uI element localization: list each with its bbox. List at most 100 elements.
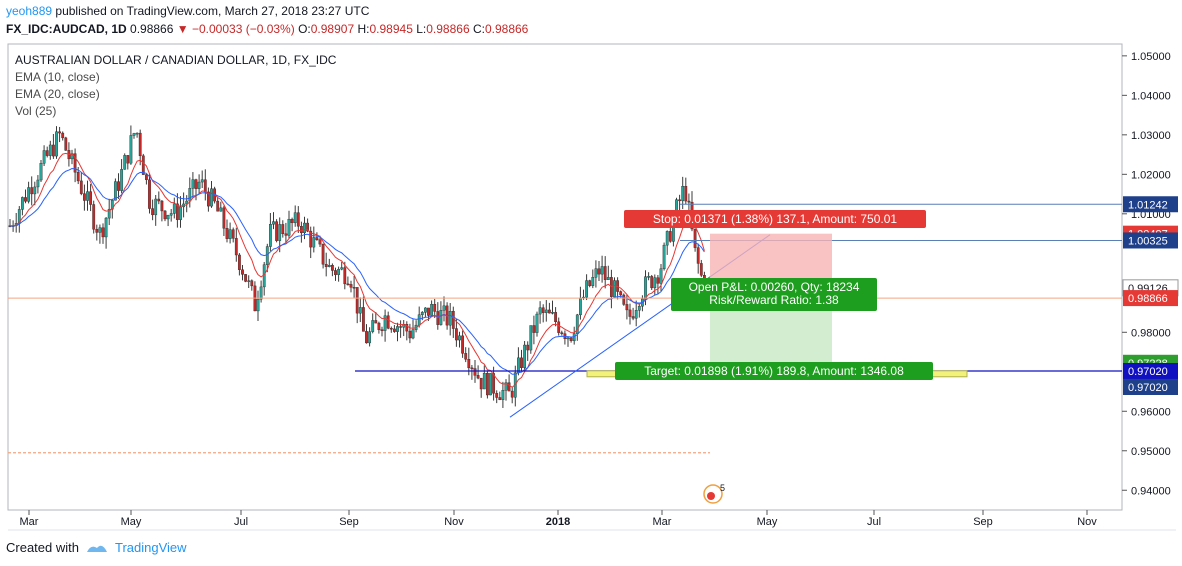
- candle-body: [569, 337, 573, 341]
- candle-body: [61, 132, 65, 139]
- candle-body: [504, 382, 508, 391]
- candle-body: [36, 179, 40, 188]
- x-tick-label: 2018: [546, 516, 570, 528]
- candle-body: [48, 144, 52, 156]
- candle-body: [42, 150, 46, 164]
- candle-body: [470, 367, 474, 370]
- candle-body: [309, 230, 313, 248]
- candle-body: [389, 328, 393, 330]
- candle-body: [206, 191, 210, 207]
- ema10-legend[interactable]: EMA (10, close): [15, 70, 100, 84]
- candle-body: [486, 373, 489, 396]
- candle-body: [92, 204, 96, 230]
- candle-body: [70, 153, 74, 160]
- candle-body: [175, 203, 179, 220]
- candle-body: [27, 187, 30, 202]
- low-label: L:: [416, 22, 427, 36]
- candle-body: [393, 328, 396, 332]
- stop-label: Stop: 0.01371 (1.38%) 137.1, Amount: 750…: [653, 212, 898, 226]
- candle-body: [575, 314, 579, 334]
- candle-body: [129, 135, 133, 164]
- candle-body: [362, 307, 365, 332]
- candle-body: [439, 310, 443, 325]
- candle-body: [461, 335, 464, 354]
- candle-body: [368, 331, 371, 344]
- candle-body: [619, 291, 623, 296]
- candle-body: [386, 315, 390, 329]
- candle-body: [383, 315, 387, 331]
- y-tick-label: 0.98000: [1131, 327, 1171, 339]
- event-count: 5: [720, 483, 725, 493]
- candle-body: [541, 307, 545, 313]
- candle-body: [538, 307, 542, 315]
- candle-body: [337, 268, 340, 275]
- candle-body: [420, 312, 424, 315]
- candle-body: [535, 313, 539, 333]
- candle-body: [495, 393, 499, 398]
- candle-body: [659, 268, 663, 284]
- symbol-label: FX_IDC:AUDCAD, 1D: [6, 22, 127, 36]
- long-position-tool[interactable]: Stop: 0.01371 (1.38%) 137.1, Amount: 750…: [586, 210, 968, 380]
- low-value: 0.98866: [426, 22, 470, 36]
- candle-body: [371, 320, 375, 332]
- x-tick-label: Mar: [20, 516, 39, 528]
- x-tick-label: Nov: [1077, 516, 1097, 528]
- candle-body: [327, 265, 331, 267]
- author-link[interactable]: yeoh889: [6, 4, 53, 18]
- candle-body: [352, 287, 356, 289]
- candle-body: [520, 357, 523, 368]
- tradingview-link[interactable]: TradingView: [114, 540, 187, 555]
- candle-body: [464, 353, 468, 360]
- candle-body: [278, 224, 282, 241]
- candle-body: [86, 191, 89, 201]
- candle-body: [442, 305, 446, 311]
- rr-label: Risk/Reward Ratio: 1.38: [709, 293, 839, 307]
- candle-body: [222, 207, 226, 229]
- open-label: O:: [298, 22, 311, 36]
- candle-body: [272, 221, 275, 225]
- candle-body: [231, 229, 235, 239]
- candle-body: [355, 287, 359, 314]
- candle-body: [455, 328, 458, 341]
- candle-body: [579, 297, 582, 316]
- candle-body: [185, 200, 189, 205]
- candle-body: [551, 312, 554, 314]
- candle-body: [374, 320, 378, 324]
- time-axis[interactable]: Mar May Jul Sep Nov 2018 Mar May Jul Sep Nov: [20, 510, 1098, 528]
- candle-body: [269, 224, 272, 247]
- candle-body: [107, 208, 111, 219]
- y-tick-label: 0.96000: [1131, 406, 1171, 418]
- candle-body: [58, 131, 62, 134]
- candle-body: [334, 270, 337, 275]
- candle-body: [30, 187, 34, 195]
- candle-body: [517, 357, 520, 373]
- candle-body: [237, 254, 241, 270]
- close-label: C:: [472, 22, 485, 36]
- candle-body: [73, 153, 77, 173]
- candle-body: [668, 231, 672, 242]
- candle-body: [101, 227, 105, 238]
- candle-body: [241, 269, 244, 275]
- candle-body: [157, 198, 161, 202]
- volume-legend[interactable]: Vol (25): [15, 104, 57, 118]
- target-label-box[interactable]: [615, 362, 933, 380]
- candle-body: [656, 277, 660, 284]
- pnl-box[interactable]: [671, 278, 877, 311]
- candle-body: [113, 181, 117, 201]
- candle-body: [250, 280, 254, 287]
- candle-body: [600, 266, 604, 275]
- candle-body: [489, 373, 492, 396]
- candle-body: [300, 226, 303, 234]
- candle-body: [179, 206, 182, 220]
- price-axis[interactable]: 1.050001.040001.030001.020001.010000.980…: [1122, 51, 1179, 497]
- ema20-legend[interactable]: EMA (20, close): [15, 87, 100, 101]
- stop-label-box[interactable]: [624, 210, 926, 228]
- candle-body: [33, 186, 37, 195]
- candle-body: [141, 155, 145, 175]
- candle-body: [194, 179, 198, 189]
- y-tick-label: 1.04000: [1131, 90, 1171, 102]
- candle-body: [603, 266, 607, 280]
- candle-body: [613, 280, 616, 297]
- candle-body: [405, 324, 409, 332]
